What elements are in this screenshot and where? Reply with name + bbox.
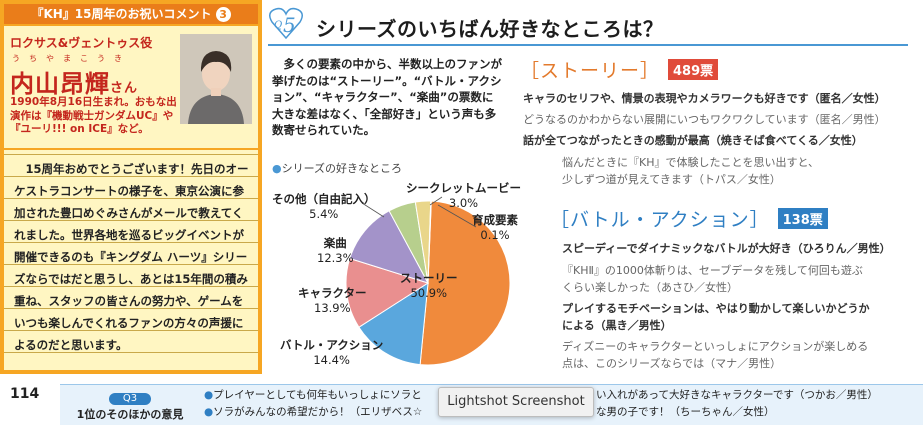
chart-caption: ●シリーズの好きなところ xyxy=(272,160,402,176)
footer-opinion: ●ソラがみんなの希望だから！（エリザベス☆ xyxy=(204,406,423,418)
section-story-header: ［ストーリー］ 489票 xyxy=(520,56,719,83)
story-comment: どうなるのかわからない展開にいつもワクワクしています（匿名／男性） xyxy=(523,113,886,126)
question-badge: Q 5 xyxy=(268,6,304,40)
battle-comment: くらい楽しかった（あさひ／女性） xyxy=(562,281,738,294)
question-heart-icon: Q 5 xyxy=(269,7,303,40)
portrait-image xyxy=(180,34,252,124)
pie-leader-line xyxy=(429,196,443,206)
pie-label-story: ストーリー 50.9% xyxy=(400,271,458,300)
pie-slice-growth xyxy=(427,200,432,284)
lightshot-tooltip[interactable]: Lightshot Screenshot xyxy=(438,387,594,417)
pie-label-battle: バトル・アクション 14.4% xyxy=(280,338,384,367)
section-battle-title: ［バトル・アクション］ xyxy=(550,209,770,231)
battle-comment: による（黒き／男性） xyxy=(562,319,672,332)
story-comment: 話が全てつながったときの感動が最高（焼きそば食べてくる／女性） xyxy=(523,134,863,147)
person-name-text: 内山昂輝 xyxy=(10,70,110,98)
pie-slice-story xyxy=(419,200,511,366)
story-comment: 悩んだときに『KH』で体験したことを思い出すと、 xyxy=(562,156,820,169)
question-intro: 多くの要素の中から、半数以上のファンが挙げたのは“ストーリー”。“バトル・アクシ… xyxy=(272,57,502,137)
pie-label-music: 楽曲 12.3% xyxy=(317,236,354,265)
person-name: 内山昂輝さん xyxy=(10,64,138,99)
name-ruby: うちやまこうき xyxy=(12,54,131,63)
comment-number-badge: 3 xyxy=(215,7,231,22)
section-story-votes: 489票 xyxy=(668,59,719,80)
pie-leader-line xyxy=(437,204,477,228)
profile-box: ロクサス&ヴェントゥス役 うちやまこうき 内山昂輝さん 1990年8月16日生ま… xyxy=(4,26,258,148)
question-badge-q: Q xyxy=(274,20,282,31)
section-battle-votes: 138票 xyxy=(777,208,828,229)
pie-slice-character xyxy=(345,257,430,328)
question-divider xyxy=(268,44,908,46)
battle-comment: 『KHⅡ』の1000体斬りは、セーブデータを残して何回も遊ぶ xyxy=(562,264,863,277)
page-number: 114 xyxy=(10,386,40,402)
footer-label: Q3 1位のそのほかの意見 xyxy=(62,386,198,422)
celebration-message: 15周年おめでとうございます！先日のオーケストラコンサートの様子を、東京公演に参… xyxy=(4,150,258,370)
pie-chart: ストーリー 50.9% バトル・アクション 14.4% キャラクター 13.9% 楽曲… xyxy=(262,175,524,375)
battle-comment: ディズニーのキャラクターといっしょにアクションが楽しめる xyxy=(562,340,869,353)
footer-opinion: ●プレイヤーとしても何年もいっしょにソラと xyxy=(204,389,422,401)
person-bio: 1990年8月16日生まれ。おもな出演作は『機動戦士ガンダムUC』や『ユーリ!!… xyxy=(10,96,177,135)
pie-label-other: その他（自由記入） 5.4% xyxy=(272,192,376,221)
bullet-icon: ● xyxy=(204,406,214,418)
chart-caption-text: シリーズの好きなところ xyxy=(281,162,403,175)
story-comment: キャラのセリフや、情景の表現やカメラワークも好きです（匿名／女性） xyxy=(523,92,886,105)
battle-comment: 点は、このシリーズならでは（マナ／男性） xyxy=(562,357,782,370)
person-photo xyxy=(180,34,252,124)
bullet-icon: ● xyxy=(204,389,214,401)
question-title: シリーズのいちばん好きなところは？ xyxy=(316,17,664,41)
story-comment: 少しずつ道が見えてきます（トパス／女性） xyxy=(562,173,781,186)
bullet-icon: ● xyxy=(272,162,282,175)
battle-comment: スピーディーでダイナミックなバトルが大好き（ひろりん／男性） xyxy=(562,242,891,255)
section-battle-header: ［バトル・アクション］ 138票 xyxy=(550,205,828,232)
section-story-title: ［ストーリー］ xyxy=(520,60,661,82)
celebration-comment-panel: 『KH』15周年のお祝いコメント 3 ロクサス&ヴェントゥス役 うちやまこうき 内… xyxy=(0,0,262,374)
pie-slice-music xyxy=(349,210,430,284)
pie-slice-battle xyxy=(358,282,429,366)
footer-q-badge: Q3 xyxy=(108,393,152,405)
footer-opinion: い入れがあって大好きなキャラクターです（つかお／男性） xyxy=(596,389,878,401)
pie-chart-svg xyxy=(345,196,511,366)
pie-label-character: キャラクター 13.9% xyxy=(298,286,367,315)
name-suffix: さん xyxy=(110,81,139,96)
role-label: ロクサス&ヴェントゥス役 xyxy=(10,36,153,50)
pie-label-growth: 育成要素 0.1% xyxy=(472,213,518,242)
comment-header-title: 『KH』15周年のお祝いコメント xyxy=(31,7,212,21)
pie-leader-line xyxy=(361,202,385,218)
battle-comment: プレイするモチベーションは、やはり動かして楽しいかどうか xyxy=(562,302,870,315)
footer-opinion: な男の子です！（ちーちゃん／女性） xyxy=(596,406,775,418)
pie-label-secret-movie: シークレットムービー 3.0% xyxy=(406,181,521,210)
comment-header: 『KH』15周年のお祝いコメント 3 xyxy=(4,4,258,24)
footer-label-text: 1位のそのほかの意見 xyxy=(76,408,184,421)
question-badge-num: 5 xyxy=(283,13,296,37)
